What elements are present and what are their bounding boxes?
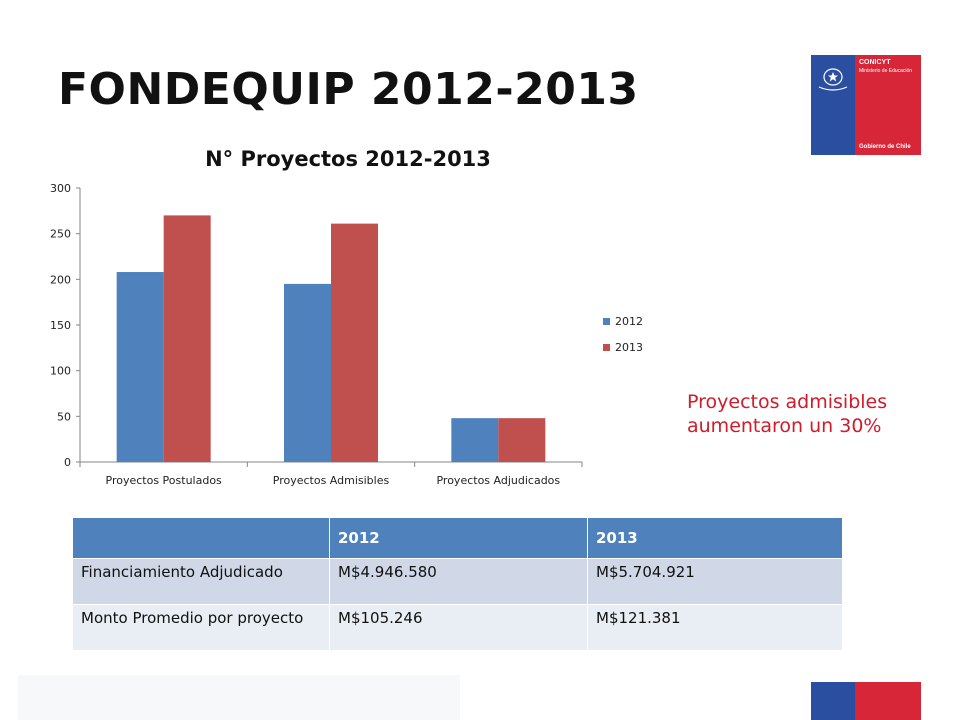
y-tick-label: 250 (50, 228, 71, 241)
logo-blue-panel (811, 55, 855, 155)
chart-title: N° Proyectos 2012-2013 (205, 147, 491, 171)
table-row: Monto Promedio por proyecto M$105.246 M$… (72, 604, 843, 651)
coat-of-arms-icon (818, 68, 848, 91)
table-header-cell: 2013 (587, 517, 843, 559)
x-axis: Proyectos Postulados Proyectos Admisibles… (79, 461, 583, 487)
y-tick-label: 100 (50, 365, 71, 378)
table-header-row: 2012 2013 (72, 517, 843, 559)
table-cell: M$4.946.580 (329, 558, 588, 605)
legend: 2012 2013 (603, 315, 643, 354)
legend-label-2013: 2013 (615, 341, 643, 354)
bar-chart: N° Proyectos 2012-2013 0 50 100 150 200 250 30… (50, 147, 643, 487)
bar-2013-2 (498, 418, 546, 462)
table-row: Financiamiento Adjudicado M$4.946.580 M$… (72, 558, 843, 605)
footer-panel (18, 675, 460, 720)
table-row-label: Monto Promedio por proyecto (72, 604, 330, 651)
footer-flag-red (855, 682, 921, 720)
bars (116, 215, 546, 462)
funding-table: 2012 2013 Financiamiento Adjudicado M$4.… (72, 517, 843, 651)
logo-red-panel: CONICYT Ministerio de Educación Gobierno… (855, 55, 921, 155)
table-cell: M$121.381 (587, 604, 843, 651)
slide-title: FONDEQUIP 2012-2013 (58, 64, 639, 115)
legend-label-2012: 2012 (615, 315, 643, 328)
table-row-label: Financiamiento Adjudicado (72, 558, 330, 605)
legend-swatch-2012 (603, 318, 610, 325)
admissible-increase-note: Proyectos admisibles aumentaron un 30% (687, 391, 888, 437)
table-cell: M$105.246 (329, 604, 588, 651)
conicyt-logo: CONICYT Ministerio de Educación Gobierno… (811, 55, 921, 155)
x-tick-label: Proyectos Admisibles (273, 474, 390, 487)
x-tick-label: Proyectos Adjudicados (436, 474, 560, 487)
x-tick-label: Proyectos Postulados (106, 474, 223, 487)
table-header-cell: 2012 (329, 517, 588, 559)
y-tick-label: 50 (57, 410, 71, 423)
y-tick-label: 150 (50, 319, 71, 332)
logo-ministry-text: Ministerio de Educación (859, 68, 913, 74)
footer-flag-logo (811, 682, 921, 720)
y-tick-label: 200 (50, 273, 71, 286)
logo-government-text: Gobierno de Chile (859, 144, 911, 150)
y-tick-label: 0 (64, 456, 71, 469)
footer-flag-blue (811, 682, 855, 720)
bar-2012-0 (116, 272, 164, 462)
bar-2013-1 (331, 223, 378, 462)
table-cell: M$5.704.921 (587, 558, 843, 605)
bar-2012-2 (451, 418, 499, 462)
table-header-cell (72, 517, 330, 559)
legend-swatch-2013 (603, 344, 610, 351)
bar-2012-1 (284, 283, 331, 462)
bar-2013-0 (163, 215, 211, 462)
logo-org-text: CONICYT (859, 59, 891, 66)
y-tick-label: 300 (50, 182, 71, 195)
y-axis: 0 50 100 150 200 250 300 (50, 182, 81, 469)
